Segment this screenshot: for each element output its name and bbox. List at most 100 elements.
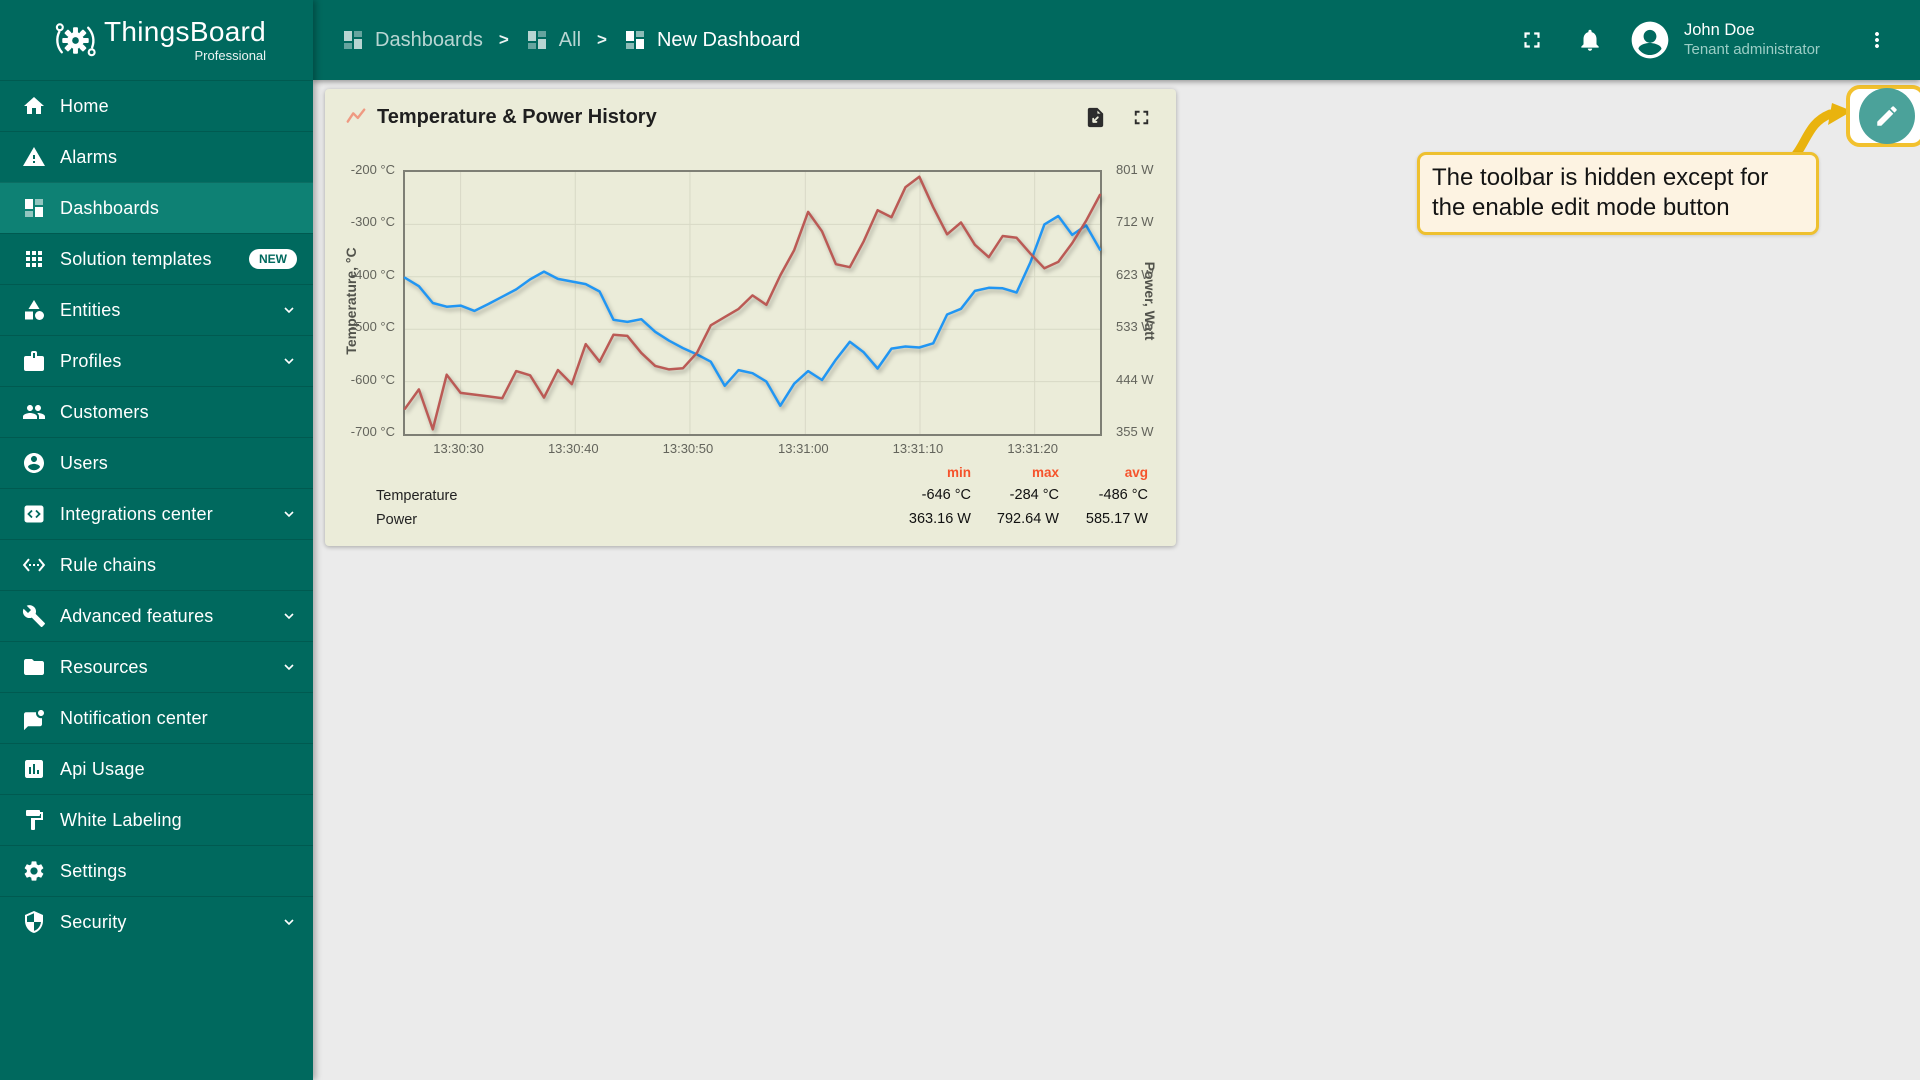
widget-title: Temperature & Power History xyxy=(377,105,657,128)
sidebar-item-label: Entities xyxy=(60,299,121,320)
profiles-icon xyxy=(22,349,46,373)
stat-value-avg: -486 °C xyxy=(1098,487,1148,503)
breadcrumb-label: Dashboards xyxy=(375,28,483,51)
breadcrumb-item-dashboards[interactable]: Dashboards xyxy=(341,28,483,52)
sidebar-item-label: Security xyxy=(60,911,127,932)
sidebar-nav: Home Alarms Dashboards Solution templates NE… xyxy=(0,80,313,947)
sidebar-item-rule-chains[interactable]: Rule chains xyxy=(0,539,313,590)
x-axis-tick: 13:30:30 xyxy=(433,441,484,456)
series-line-temperature xyxy=(403,214,1102,407)
integrations-icon xyxy=(22,502,46,526)
stat-header-avg: avg xyxy=(1124,465,1148,480)
thingsboard-logo-icon xyxy=(52,17,99,64)
y-axis-tick-right: 623 W xyxy=(1116,266,1154,282)
top-header: Dashboards > All > New Dashboard John Doe Te… xyxy=(313,0,1920,80)
sidebar-item-label: Home xyxy=(60,95,109,116)
user-name: John Doe xyxy=(1684,21,1755,40)
advanced-icon xyxy=(22,604,46,628)
x-axis-tick: 13:31:10 xyxy=(892,441,944,456)
apiusage-icon xyxy=(22,757,46,781)
series-label[interactable]: Power xyxy=(376,511,418,528)
resources-icon xyxy=(22,655,46,679)
dashboards-icon xyxy=(22,196,46,220)
user-info[interactable]: John Doe Tenant administrator xyxy=(1684,20,1834,59)
sidebar-item-customers[interactable]: Customers xyxy=(0,386,313,437)
chevron-down-icon xyxy=(281,608,297,624)
sidebar-item-label: Advanced features xyxy=(60,605,214,626)
sidebar-item-entities[interactable]: Entities xyxy=(0,284,313,335)
sidebar-item-advanced-features[interactable]: Advanced features xyxy=(0,590,313,641)
sidebar-item-security[interactable]: Security xyxy=(0,896,313,947)
sidebar-item-white-labeling[interactable]: White Labeling xyxy=(0,794,313,845)
notifications-button[interactable] xyxy=(1570,20,1610,60)
x-axis-tick: 13:31:00 xyxy=(778,441,829,456)
alarms-icon xyxy=(22,145,46,169)
sidebar-item-label: Api Usage xyxy=(60,758,145,779)
sidebar-item-home[interactable]: Home xyxy=(0,80,313,131)
chevron-down-icon xyxy=(281,506,297,522)
sidebar-item-notification-center[interactable]: Notification center xyxy=(0,692,313,743)
apps-icon xyxy=(22,247,46,271)
dashboard-icon xyxy=(525,28,549,52)
entities-icon xyxy=(22,298,46,322)
sidebar-item-profiles[interactable]: Profiles xyxy=(0,335,313,386)
y-axis-tick-left: -300 °C xyxy=(350,214,395,230)
breadcrumb-item-all[interactable]: All xyxy=(525,28,581,52)
stat-header-min: min xyxy=(946,465,971,480)
y-axis-tick-right: 444 W xyxy=(1116,371,1154,387)
fullscreen-button[interactable] xyxy=(1512,20,1552,60)
sidebar-item-label: Resources xyxy=(60,656,148,677)
account-icon xyxy=(1628,18,1672,62)
chart-widget: Temperature & Power History Temperature,… xyxy=(325,89,1176,546)
y-axis-tick-right: 355 W xyxy=(1116,424,1154,439)
sidebar-item-dashboards[interactable]: Dashboards xyxy=(0,182,313,233)
stat-value-avg: 585.17 W xyxy=(1085,511,1148,527)
notification-icon xyxy=(22,706,46,730)
callout-text: The toolbar is hidden except for the ena… xyxy=(1432,164,1769,222)
sidebar-item-users[interactable]: Users xyxy=(0,437,313,488)
series-label[interactable]: Temperature xyxy=(376,487,458,504)
whitelabel-icon xyxy=(22,808,46,832)
x-axis-tick: 13:30:50 xyxy=(662,441,714,456)
chevron-down-icon xyxy=(281,353,297,369)
chart-area: Temperature, °C Power, Watt -200 °C -300 … xyxy=(325,89,1176,546)
chevron-down-icon xyxy=(281,302,297,318)
y-axis-tick-left: -200 °C xyxy=(350,162,395,177)
sidebar-item-settings[interactable]: Settings xyxy=(0,845,313,896)
y-axis-tick-left: -700 °C xyxy=(350,424,395,439)
avatar[interactable] xyxy=(1628,18,1672,62)
sidebar: ThingsBoard Professional Home Alarms Dashb… xyxy=(0,0,313,1080)
breadcrumb-item-new-dashboard[interactable]: New Dashboard xyxy=(623,28,800,52)
y-axis-tick-left: -500 °C xyxy=(350,319,395,335)
y-axis-tick-right: 712 W xyxy=(1116,214,1154,230)
stat-value-max: 792.64 W xyxy=(996,511,1059,527)
sidebar-item-alarms[interactable]: Alarms xyxy=(0,131,313,182)
breadcrumb-separator: > xyxy=(597,30,607,49)
sidebar-item-solution-templates[interactable]: Solution templates NEW xyxy=(0,233,313,284)
header-menu-button[interactable] xyxy=(1860,20,1894,60)
y-axis-title-left: Temperature, °C xyxy=(343,247,359,355)
x-axis-tick: 13:31:20 xyxy=(1007,441,1058,456)
sidebar-item-label: Rule chains xyxy=(60,554,157,575)
stat-value-min: 363.16 W xyxy=(908,511,971,527)
breadcrumb-label: All xyxy=(558,28,582,51)
enable-edit-mode-button[interactable] xyxy=(1846,85,1920,147)
x-axis-tick: 13:30:40 xyxy=(547,441,599,456)
sidebar-item-label: Customers xyxy=(60,401,149,422)
sidebar-item-label: Integrations center xyxy=(60,503,213,524)
app-edition: Professional xyxy=(194,47,267,63)
chart-plot xyxy=(403,170,1102,436)
users-icon xyxy=(22,451,46,475)
widget-header: Temperature & Power History xyxy=(345,103,1154,131)
stat-value-min: -646 °C xyxy=(921,487,971,503)
y-axis-tick-right: 533 W xyxy=(1116,319,1154,335)
dashboard-icon xyxy=(341,28,365,52)
stat-header-max: max xyxy=(1031,465,1059,480)
app-logo[interactable]: ThingsBoard Professional xyxy=(0,0,313,80)
sidebar-item-integrations-center[interactable]: Integrations center xyxy=(0,488,313,539)
header-actions: John Doe Tenant administrator xyxy=(1512,0,1894,80)
pencil-icon xyxy=(1874,103,1900,129)
sidebar-item-api-usage[interactable]: Api Usage xyxy=(0,743,313,794)
sidebar-item-resources[interactable]: Resources xyxy=(0,641,313,692)
